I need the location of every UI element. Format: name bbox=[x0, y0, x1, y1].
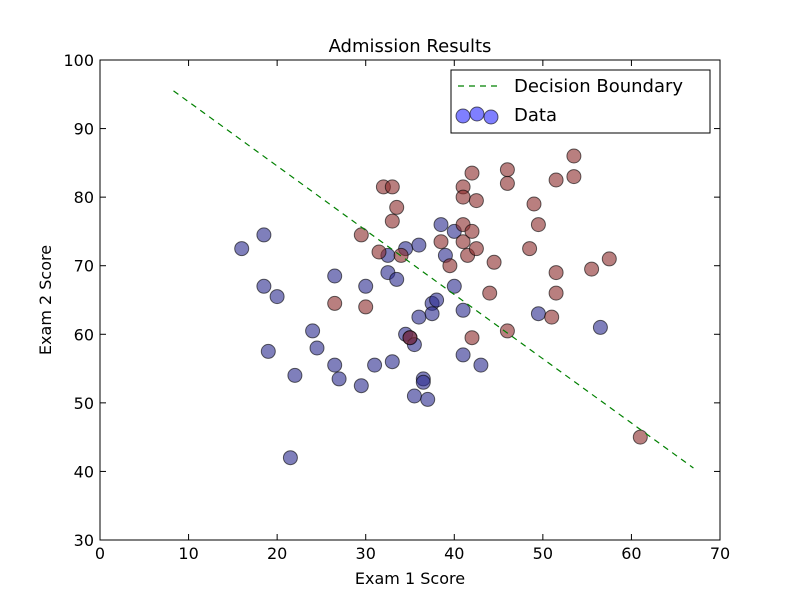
x-axis-label: Exam 1 Score bbox=[355, 569, 465, 588]
x-tick-label: 10 bbox=[178, 544, 198, 563]
y-tick-labels: 30 40 50 60 70 80 90 100 bbox=[63, 51, 94, 550]
data-point bbox=[424, 306, 440, 322]
data-point bbox=[632, 429, 648, 445]
data-point bbox=[526, 196, 542, 212]
x-tick-label: 0 bbox=[95, 544, 105, 563]
data-point bbox=[548, 285, 564, 301]
data-point bbox=[358, 278, 374, 294]
data-point bbox=[464, 165, 480, 181]
x-tick-label: 40 bbox=[444, 544, 464, 563]
data-point bbox=[592, 319, 608, 335]
x-tick-label: 50 bbox=[533, 544, 553, 563]
data-point bbox=[384, 213, 400, 229]
x-tick-label: 70 bbox=[710, 544, 730, 563]
data-point bbox=[455, 302, 471, 318]
data-point bbox=[499, 162, 515, 178]
y-tick-label: 100 bbox=[63, 51, 94, 70]
data-point bbox=[353, 378, 369, 394]
data-point bbox=[411, 309, 427, 325]
data-point bbox=[384, 179, 400, 195]
data-point bbox=[566, 169, 582, 185]
data-point bbox=[499, 323, 515, 339]
data-point bbox=[468, 241, 484, 257]
data-point bbox=[455, 347, 471, 363]
data-point bbox=[473, 357, 489, 373]
y-tick-label: 80 bbox=[74, 188, 94, 207]
data-point bbox=[305, 323, 321, 339]
data-point bbox=[256, 278, 272, 294]
data-point bbox=[358, 299, 374, 315]
legend-data-marker bbox=[469, 106, 485, 122]
legend-entry-boundary: Decision Boundary bbox=[514, 76, 683, 97]
axis-ticks bbox=[99, 59, 721, 541]
data-point bbox=[446, 278, 462, 294]
data-points bbox=[234, 148, 648, 466]
data-point bbox=[530, 217, 546, 233]
data-point bbox=[455, 189, 471, 205]
data-point bbox=[331, 371, 347, 387]
data-point bbox=[455, 234, 471, 250]
y-tick-label: 30 bbox=[74, 531, 94, 550]
y-tick-label: 70 bbox=[74, 257, 94, 276]
legend-entry-data: Data bbox=[514, 105, 557, 126]
data-point bbox=[566, 148, 582, 164]
y-tick-label: 40 bbox=[74, 462, 94, 481]
data-point bbox=[287, 367, 303, 383]
legend-data-marker bbox=[455, 108, 471, 124]
y-tick-label: 60 bbox=[74, 325, 94, 344]
data-point bbox=[327, 268, 343, 284]
data-point bbox=[468, 193, 484, 209]
data-point bbox=[402, 330, 418, 346]
data-point bbox=[522, 241, 538, 257]
data-point bbox=[256, 227, 272, 243]
data-point bbox=[406, 388, 422, 404]
data-point bbox=[260, 343, 276, 359]
data-point bbox=[367, 357, 383, 373]
data-point bbox=[584, 261, 600, 277]
data-point bbox=[327, 295, 343, 311]
y-tick-label: 90 bbox=[74, 120, 94, 139]
data-point bbox=[548, 172, 564, 188]
data-point bbox=[544, 309, 560, 325]
legend: Decision Boundary Data bbox=[450, 69, 711, 134]
data-point bbox=[327, 357, 343, 373]
data-point bbox=[429, 292, 445, 308]
y-tick-label: 50 bbox=[74, 394, 94, 413]
chart-title: Admission Results bbox=[329, 36, 492, 57]
data-point bbox=[442, 258, 458, 274]
x-tick-label: 60 bbox=[621, 544, 641, 563]
data-point bbox=[548, 265, 564, 281]
data-point bbox=[234, 241, 250, 257]
data-point bbox=[601, 251, 617, 267]
data-point bbox=[486, 254, 502, 270]
data-point bbox=[433, 217, 449, 233]
x-tick-label: 20 bbox=[267, 544, 287, 563]
data-point bbox=[464, 330, 480, 346]
data-point bbox=[415, 374, 431, 390]
x-tick-labels: 0 10 20 30 40 50 60 70 bbox=[95, 544, 730, 563]
data-point bbox=[433, 234, 449, 250]
decision-boundary-layer bbox=[173, 90, 694, 469]
data-point bbox=[530, 306, 546, 322]
y-axis-label: Exam 2 Score bbox=[36, 245, 55, 355]
legend-data-marker bbox=[483, 109, 499, 125]
data-point bbox=[309, 340, 325, 356]
data-point bbox=[420, 391, 436, 407]
data-point bbox=[389, 199, 405, 215]
data-point bbox=[411, 237, 427, 253]
data-point bbox=[499, 175, 515, 191]
x-tick-label: 30 bbox=[356, 544, 376, 563]
plot-frame bbox=[99, 59, 721, 541]
data-point bbox=[269, 289, 285, 305]
data-point bbox=[389, 271, 405, 287]
data-point bbox=[384, 354, 400, 370]
data-point bbox=[282, 450, 298, 466]
data-point bbox=[353, 227, 369, 243]
data-point bbox=[482, 285, 498, 301]
decision-boundary-line bbox=[173, 90, 694, 469]
data-point bbox=[464, 223, 480, 239]
data-point bbox=[371, 244, 387, 260]
